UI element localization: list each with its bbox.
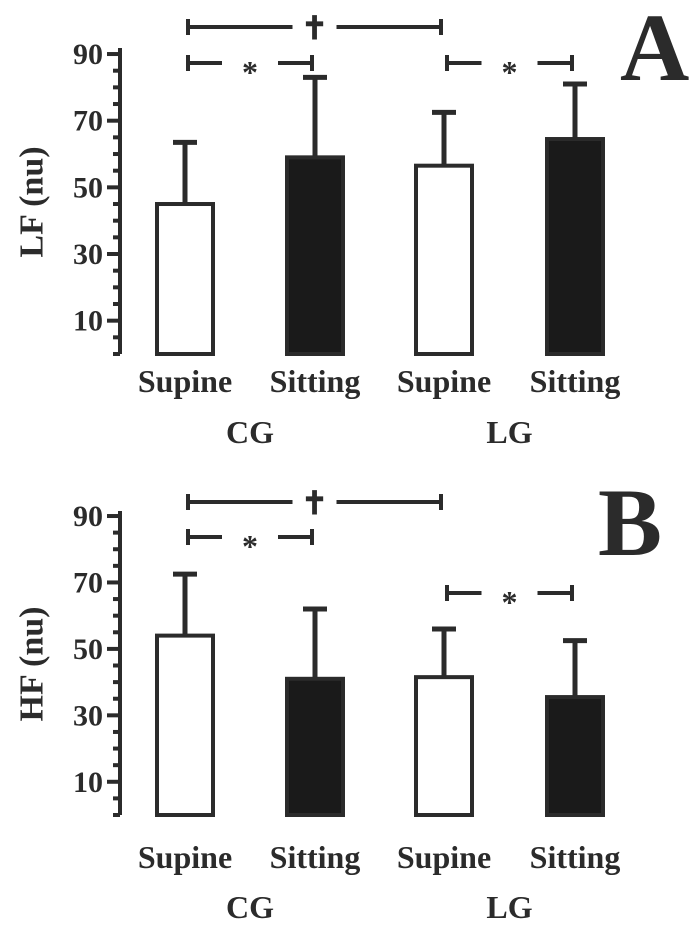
significance-asterisk: * bbox=[502, 54, 518, 90]
bar-supine bbox=[414, 163, 474, 356]
y-tick-label: 10 bbox=[73, 766, 103, 799]
significance-dagger: ✝ bbox=[301, 10, 328, 46]
panel-letter: B bbox=[598, 469, 662, 576]
category-label: Supine bbox=[397, 363, 491, 399]
y-tick-label: 30 bbox=[73, 699, 103, 732]
y-tick-label: 90 bbox=[73, 500, 103, 533]
category-label: Supine bbox=[138, 363, 232, 399]
category-label: Sitting bbox=[270, 839, 361, 875]
bar-supine bbox=[155, 202, 215, 356]
y-axis-label: HF (nu) bbox=[14, 607, 51, 722]
y-tick-label: 70 bbox=[73, 105, 103, 138]
y-tick-label: 50 bbox=[73, 633, 103, 666]
group-label: CG bbox=[226, 889, 274, 925]
significance-asterisk: * bbox=[242, 528, 258, 564]
bar-sitting bbox=[285, 676, 345, 817]
panel-a: A LF (nu) 10 30 50 70 90 Supine Sitting Supine Sit… bbox=[14, 0, 690, 450]
category-label: Sitting bbox=[530, 363, 621, 399]
y-tick-label: 50 bbox=[73, 171, 103, 204]
bar-sitting bbox=[545, 695, 605, 817]
category-label: Sitting bbox=[270, 363, 361, 399]
y-axis-label: LF (nu) bbox=[14, 146, 51, 257]
bar-sitting bbox=[545, 137, 605, 356]
y-tick-label: 10 bbox=[73, 305, 103, 338]
category-label: Sitting bbox=[530, 839, 621, 875]
panel-letter: A bbox=[620, 0, 689, 101]
group-label: LG bbox=[486, 414, 532, 450]
group-label: CG bbox=[226, 414, 274, 450]
category-label: Supine bbox=[397, 839, 491, 875]
significance-asterisk: * bbox=[242, 54, 258, 90]
y-tick-label: 90 bbox=[73, 38, 103, 71]
bar-sitting bbox=[285, 155, 345, 356]
y-tick-label: 70 bbox=[73, 566, 103, 599]
bar-supine bbox=[155, 633, 215, 817]
y-tick-label: 30 bbox=[73, 238, 103, 271]
panel-b: B HF (nu) 10 30 50 70 90 Supine Sitting Supine Sit… bbox=[14, 469, 663, 925]
significance-asterisk: * bbox=[502, 584, 518, 620]
category-label: Supine bbox=[138, 839, 232, 875]
bar-supine bbox=[414, 675, 474, 818]
significance-dagger: ✝ bbox=[301, 485, 328, 521]
group-label: LG bbox=[486, 889, 532, 925]
